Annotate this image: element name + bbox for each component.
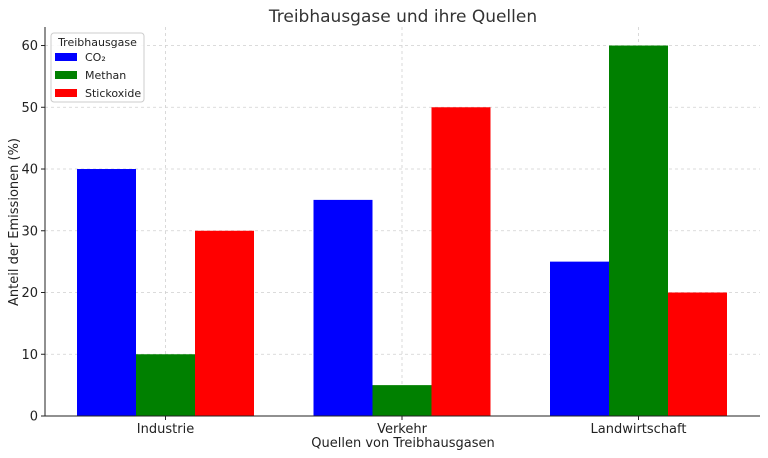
x-axis-label: Quellen von Treibhausgasen [311,436,494,451]
bar-landwirtschaft-2 [609,45,668,417]
bar-verkehr-2 [372,385,432,416]
bar-industrie-1 [77,169,136,416]
y-tick-label: 20 [21,286,38,301]
y-tick-label: 0 [30,410,38,425]
bar-industrie-3 [195,230,254,416]
legend-swatch [55,89,77,97]
axes: 0 10 20 30 40 50 60 Industrie Verkehr Landwirtsch… [21,27,760,437]
x-tick-label: Industrie [137,422,194,437]
bar-verkehr-1 [313,199,373,416]
y-tick-label: 30 [21,224,38,239]
legend-entry-label: Stickoxide [85,87,141,100]
y-tick-label: 40 [21,163,38,178]
chart-title: Treibhausgase und ihre Quellen [268,7,537,27]
bar-verkehr-3 [431,107,491,417]
legend-box [50,32,145,103]
legend: Treibhausgase CO₂ Methan Stickoxide [50,32,145,103]
y-tick-label: 50 [21,101,38,116]
legend-entry-label: CO₂ [85,51,106,64]
bar-industrie-2 [136,354,195,416]
x-tick-label: Verkehr [377,422,428,437]
y-tick-label: 60 [21,39,38,54]
x-tick-label: Landwirtschaft [591,422,687,437]
bar-landwirtschaft-3 [668,292,727,416]
y-tick-label: 10 [21,348,38,363]
bar-landwirtschaft-1 [550,261,609,416]
legend-swatch [55,53,77,61]
legend-entry-label: Methan [85,69,126,82]
bars [77,45,727,417]
legend-swatch [55,71,77,79]
y-axis-label: Anteil der Emissionen (%) [7,138,22,306]
legend-title: Treibhausgase [57,36,137,49]
